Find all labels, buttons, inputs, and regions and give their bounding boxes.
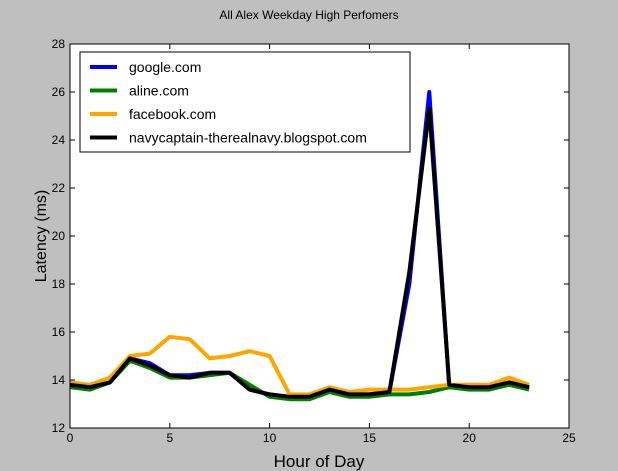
legend-label-2: facebook.com xyxy=(129,106,216,122)
y-tick-label: 26 xyxy=(52,85,66,99)
y-tick-label: 12 xyxy=(52,421,66,435)
x-axis-ticks: 0 5 10 15 20 25 xyxy=(67,44,576,445)
x-tick-label: 10 xyxy=(263,431,277,445)
x-tick-label: 5 xyxy=(166,431,173,445)
series-line-1 xyxy=(69,358,530,402)
y-tick-label: 28 xyxy=(52,37,66,51)
legend-label-0: google.com xyxy=(129,59,201,75)
x-tick-label: 25 xyxy=(562,431,576,445)
y-tick-label: 22 xyxy=(52,181,66,195)
y-axis-ticks: 12 14 16 18 20 22 24 26 28 xyxy=(52,37,569,435)
y-axis-label: Latency (ms) xyxy=(33,190,50,282)
y-tick-label: 14 xyxy=(52,373,66,387)
y-tick-label: 24 xyxy=(52,133,66,147)
x-axis-label: Hour of Day xyxy=(274,452,365,471)
series-lines xyxy=(69,90,530,402)
series-line-3 xyxy=(69,106,530,399)
legend-box xyxy=(79,51,411,153)
y-tick-label: 20 xyxy=(52,229,66,243)
y-tick-label: 18 xyxy=(52,277,66,291)
legend-label-1: aline.com xyxy=(129,83,189,99)
legend-label-3: navycaptain-therealnavy.blogspot.com xyxy=(129,130,367,146)
x-tick-label: 20 xyxy=(463,431,477,445)
y-tick-label: 16 xyxy=(52,325,66,339)
x-tick-label: 0 xyxy=(67,431,74,445)
legend: google.com aline.com facebook.com navycapta… xyxy=(79,51,411,153)
x-tick-label: 15 xyxy=(363,431,377,445)
chart-title: All Alex Weekday High Perfomers xyxy=(219,8,398,22)
